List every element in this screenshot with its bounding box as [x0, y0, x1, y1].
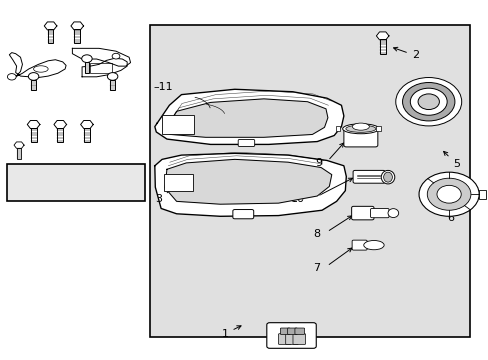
FancyBboxPatch shape — [292, 334, 305, 345]
Polygon shape — [14, 142, 24, 148]
Polygon shape — [44, 22, 57, 30]
Polygon shape — [72, 48, 130, 66]
FancyBboxPatch shape — [232, 210, 253, 219]
Bar — [84, 128, 90, 141]
FancyBboxPatch shape — [343, 129, 377, 147]
FancyBboxPatch shape — [278, 334, 290, 345]
Ellipse shape — [345, 125, 375, 132]
Text: 10: 10 — [290, 194, 305, 203]
Bar — [379, 40, 385, 54]
Text: –11: –11 — [153, 82, 173, 92]
FancyBboxPatch shape — [294, 328, 304, 334]
Bar — [150, 25, 469, 337]
Ellipse shape — [363, 240, 384, 250]
Circle shape — [7, 73, 16, 80]
FancyBboxPatch shape — [351, 240, 366, 250]
Bar — [47, 30, 53, 43]
Bar — [335, 126, 340, 131]
Circle shape — [409, 88, 446, 115]
Text: 4: 4 — [268, 336, 275, 346]
FancyBboxPatch shape — [351, 206, 373, 220]
Polygon shape — [164, 159, 331, 204]
Polygon shape — [155, 153, 346, 216]
Polygon shape — [27, 121, 40, 129]
Polygon shape — [155, 89, 343, 144]
FancyBboxPatch shape — [238, 139, 254, 147]
Polygon shape — [71, 22, 83, 30]
Text: 2: 2 — [393, 47, 418, 60]
Bar — [110, 80, 115, 90]
Circle shape — [28, 73, 39, 80]
Circle shape — [81, 55, 92, 63]
Polygon shape — [82, 58, 127, 77]
Bar — [7, 164, 145, 201]
Polygon shape — [81, 121, 93, 129]
Text: 3: 3 — [155, 189, 172, 203]
Text: 7: 7 — [313, 263, 320, 273]
Bar — [84, 62, 89, 73]
Text: 6: 6 — [446, 207, 453, 224]
Circle shape — [107, 73, 118, 80]
Polygon shape — [376, 32, 388, 40]
Polygon shape — [9, 53, 66, 77]
Ellipse shape — [383, 172, 391, 182]
Ellipse shape — [381, 170, 394, 184]
FancyBboxPatch shape — [266, 323, 316, 348]
Ellipse shape — [352, 123, 368, 130]
Polygon shape — [163, 99, 327, 137]
Bar — [163, 174, 192, 192]
Circle shape — [436, 185, 460, 203]
Text: 9: 9 — [314, 158, 322, 168]
Circle shape — [402, 82, 454, 121]
Bar — [162, 115, 193, 134]
Ellipse shape — [342, 124, 378, 134]
FancyBboxPatch shape — [285, 334, 298, 345]
Ellipse shape — [387, 209, 398, 217]
FancyBboxPatch shape — [370, 208, 388, 218]
Circle shape — [418, 172, 478, 216]
FancyBboxPatch shape — [280, 328, 289, 334]
Polygon shape — [54, 121, 66, 129]
Bar — [31, 80, 36, 90]
Bar — [57, 128, 63, 141]
Circle shape — [112, 53, 120, 59]
Circle shape — [417, 94, 439, 109]
Text: 8: 8 — [313, 229, 320, 239]
Bar — [90, 63, 112, 73]
Bar — [31, 128, 37, 141]
Circle shape — [395, 77, 461, 126]
FancyBboxPatch shape — [287, 328, 297, 334]
Bar — [17, 148, 21, 159]
Text: 5: 5 — [443, 152, 459, 169]
Circle shape — [427, 178, 470, 210]
FancyBboxPatch shape — [352, 170, 385, 183]
Bar — [478, 190, 486, 198]
Bar — [74, 30, 80, 43]
Text: 1: 1 — [221, 326, 241, 339]
Bar — [376, 126, 381, 131]
